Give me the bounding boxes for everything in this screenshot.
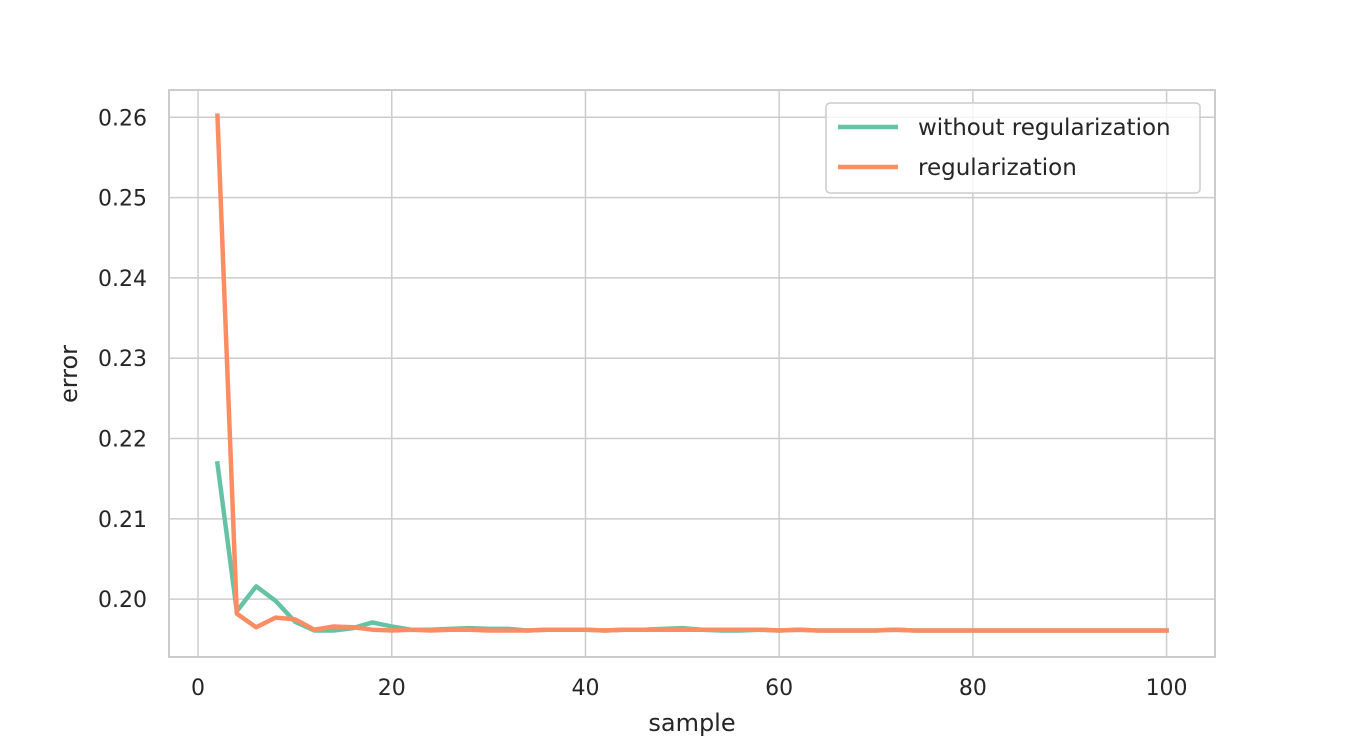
x-tick-label: 0 bbox=[191, 676, 205, 701]
y-tick-label: 0.24 bbox=[98, 267, 147, 292]
x-axis-ticks: 0 20 40 60 80 100 bbox=[191, 676, 1188, 701]
legend-label-without-regularization: without regularization bbox=[918, 115, 1171, 141]
x-tick-label: 80 bbox=[959, 676, 987, 701]
x-tick-label: 100 bbox=[1146, 676, 1188, 701]
y-tick-label: 0.25 bbox=[98, 187, 147, 212]
legend-label-regularization: regularization bbox=[918, 155, 1077, 181]
y-tick-label: 0.21 bbox=[98, 508, 147, 533]
series-line-regularization bbox=[215, 113, 1169, 633]
y-tick-label: 0.20 bbox=[98, 588, 147, 613]
plot-frame bbox=[168, 89, 1216, 658]
legend: without regularization regularization bbox=[825, 102, 1201, 194]
series-lines bbox=[214, 113, 1169, 633]
y-axis-ticks: 0.20 0.21 0.22 0.23 0.24 0.25 0.26 bbox=[98, 106, 147, 613]
y-tick-label: 0.23 bbox=[98, 347, 147, 372]
axes-spines bbox=[168, 89, 1216, 658]
x-tick-label: 60 bbox=[765, 676, 793, 701]
legend-box bbox=[825, 102, 1201, 194]
x-tick-label: 40 bbox=[571, 676, 599, 701]
y-tick-label: 0.26 bbox=[98, 106, 147, 131]
y-tick-label: 0.22 bbox=[98, 428, 147, 453]
x-axis-label: sample bbox=[648, 709, 735, 737]
y-axis-label: error bbox=[55, 345, 83, 403]
x-tick-label: 20 bbox=[378, 676, 406, 701]
